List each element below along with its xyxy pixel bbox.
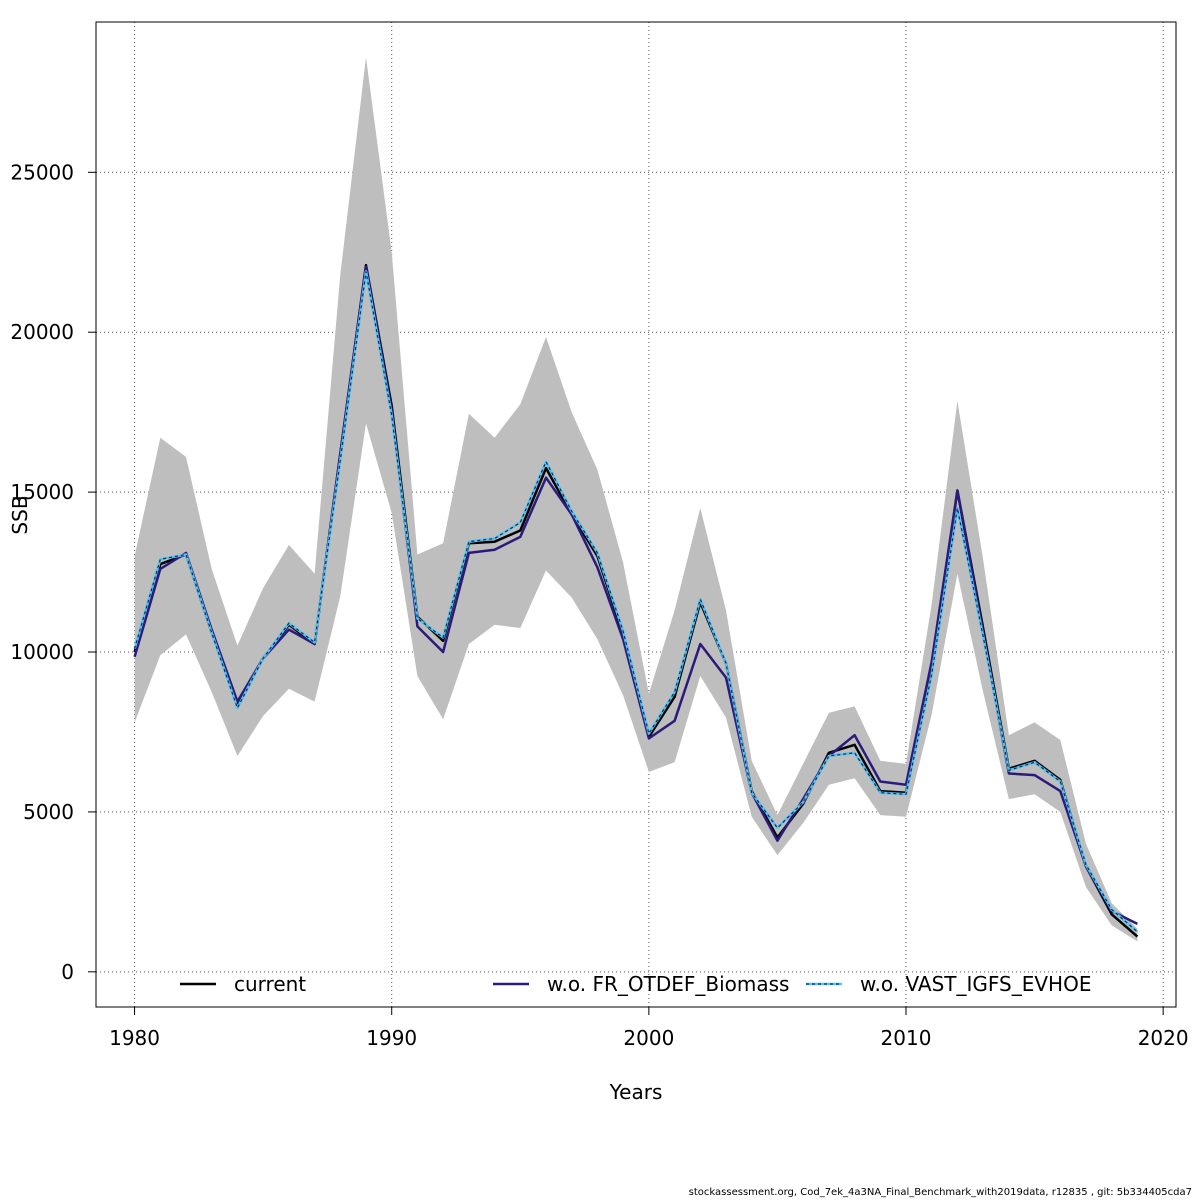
footer-caption: stockassessment.org, Cod_7ek_4a3NA_Final… xyxy=(688,1187,1192,1198)
confidence-band xyxy=(134,57,1138,942)
y-axis-title: SSB xyxy=(8,495,32,534)
series-lines xyxy=(133,263,1139,938)
y-axis: 0 5000 10000 15000 20000 25000 xyxy=(10,160,96,984)
y-tick-label-15000: 15000 xyxy=(10,480,74,504)
y-tick-label-10000: 10000 xyxy=(10,640,74,664)
x-tick-label-2000: 2000 xyxy=(623,1026,674,1050)
y-tick-label-20000: 20000 xyxy=(10,320,74,344)
x-tick-label-1980: 1980 xyxy=(109,1026,160,1050)
series-line-vast-igfs-evhoe-dash xyxy=(134,271,1138,933)
legend-label-fr-otdef-biomass: w.o. FR_OTDEF_Biomass xyxy=(547,972,789,996)
plot-frame xyxy=(95,21,1177,1008)
x-axis: 1980 1990 2000 2010 2020 xyxy=(109,1007,1189,1050)
series-line-fr-otdef-biomass xyxy=(133,265,1138,926)
y-tick-label-0: 0 xyxy=(61,960,74,984)
grid xyxy=(96,22,1176,1007)
legend: current w.o. FR_OTDEF_Biomass w.o. VAST_… xyxy=(180,972,1091,996)
y-tick-label-5000: 5000 xyxy=(23,800,74,824)
x-tick-label-2010: 2010 xyxy=(881,1026,932,1050)
legend-label-current: current xyxy=(234,972,306,996)
x-tick-label-2020: 2020 xyxy=(1138,1026,1189,1050)
x-tick-label-1990: 1990 xyxy=(366,1026,417,1050)
y-tick-label-25000: 25000 xyxy=(10,160,74,184)
legend-label-vast-igfs-evhoe: w.o. VAST_IGFS_EVHOE xyxy=(860,972,1091,996)
x-axis-title: Years xyxy=(609,1080,663,1104)
